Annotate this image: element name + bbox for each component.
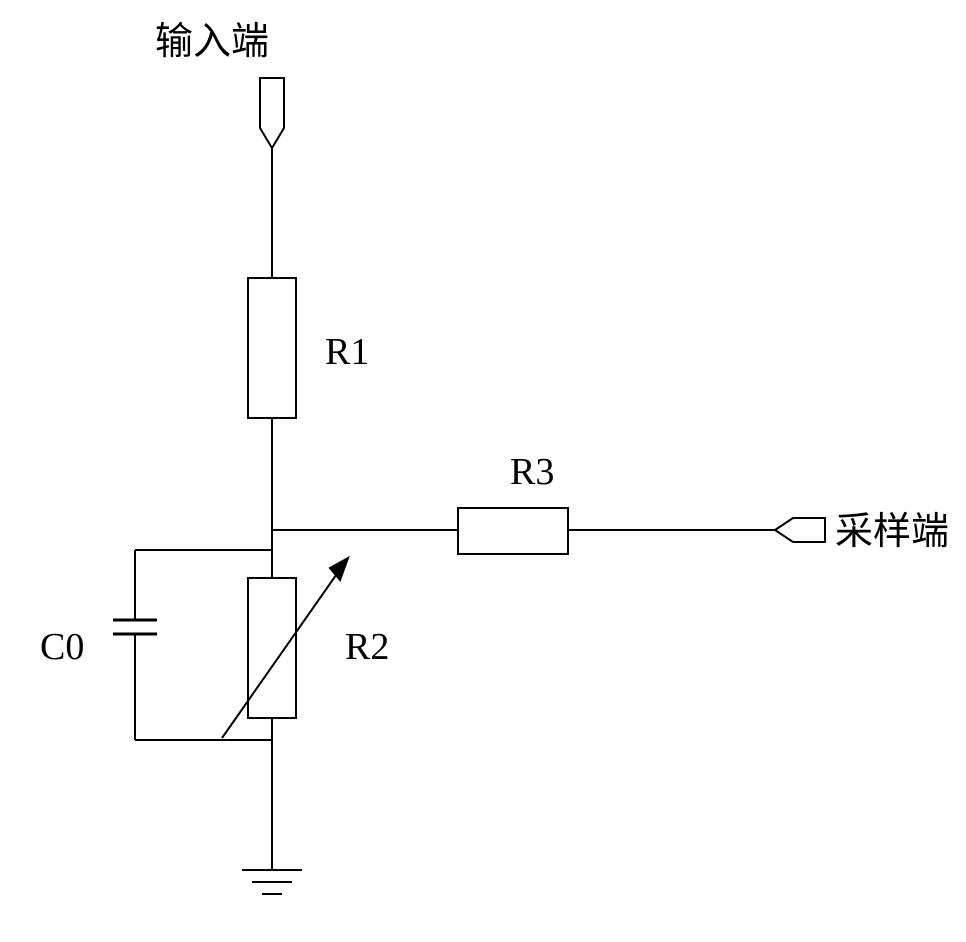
c0-label: C0 [40, 625, 84, 669]
input-terminal [260, 78, 284, 148]
wires [135, 145, 775, 870]
r2-label: R2 [345, 625, 389, 669]
circuit-diagram [0, 0, 966, 942]
r3-label: R3 [510, 450, 554, 494]
output-label: 采样端 [835, 500, 949, 555]
output-terminal [775, 518, 825, 542]
r1-label: R1 [325, 330, 369, 374]
resistor-r1 [248, 278, 296, 418]
resistor-r3 [458, 508, 568, 554]
ground-symbol [242, 870, 302, 894]
resistor-r2 [248, 578, 296, 718]
capacitor-c0 [113, 620, 157, 634]
input-label: 输入端 [155, 10, 269, 65]
